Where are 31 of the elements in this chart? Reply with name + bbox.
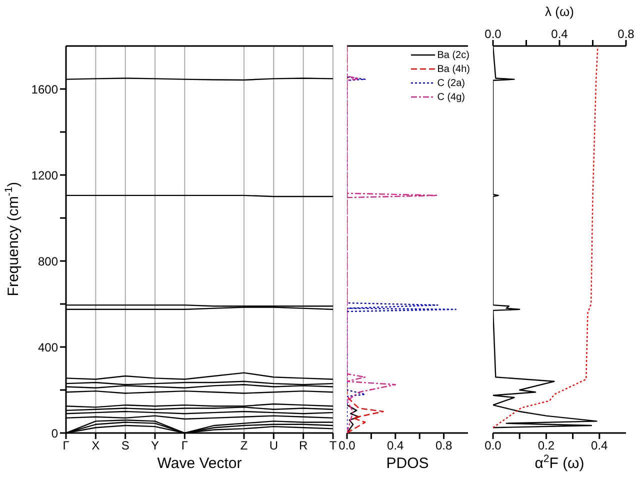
x-tick-label: U <box>269 438 278 453</box>
x-tick-label: Γ <box>62 438 70 453</box>
x2-tick-label: 0.4 <box>551 27 568 41</box>
x2-tick-label: 0.8 <box>618 27 635 41</box>
x-tick-label: 0.0 <box>484 438 502 453</box>
x-tick-label: 0.4 <box>591 438 608 453</box>
y-tick-label: 1200 <box>31 168 58 182</box>
legend-label: Ba (2c) <box>437 50 470 60</box>
legend-label: C (4g) <box>437 92 465 102</box>
x2-tick-label: 0.0 <box>484 27 502 41</box>
x-tick-label: 0.2 <box>538 438 555 453</box>
x-tick-label: 0.0 <box>338 438 356 453</box>
y-tick-label: 0 <box>51 426 58 440</box>
legend-label: C (2a) <box>437 78 465 88</box>
x-tick-label: 0.4 <box>387 438 404 453</box>
x-tick-label: X <box>92 438 100 453</box>
x2-axis-title: λ (ω) <box>545 4 574 19</box>
legend-label: Ba (4h) <box>437 64 470 74</box>
y-tick-label: 400 <box>38 340 58 354</box>
x-axis-title: α$^{2}$F (ω) <box>534 453 584 472</box>
y-tick-label: 1600 <box>31 82 58 96</box>
y-tick-label: 800 <box>38 254 58 268</box>
x-tick-label: Y <box>150 438 160 453</box>
x-tick-label: 0.8 <box>435 438 452 453</box>
x-tick-label: S <box>121 438 130 453</box>
x-tick-label: Γ <box>181 438 188 453</box>
x-axis-title: PDOS <box>386 455 429 472</box>
x-tick-label: R <box>298 438 308 453</box>
x-axis-title: Wave Vector <box>157 455 242 472</box>
x-tick-label: T <box>329 438 338 453</box>
x-tick-label: Z <box>240 438 248 453</box>
